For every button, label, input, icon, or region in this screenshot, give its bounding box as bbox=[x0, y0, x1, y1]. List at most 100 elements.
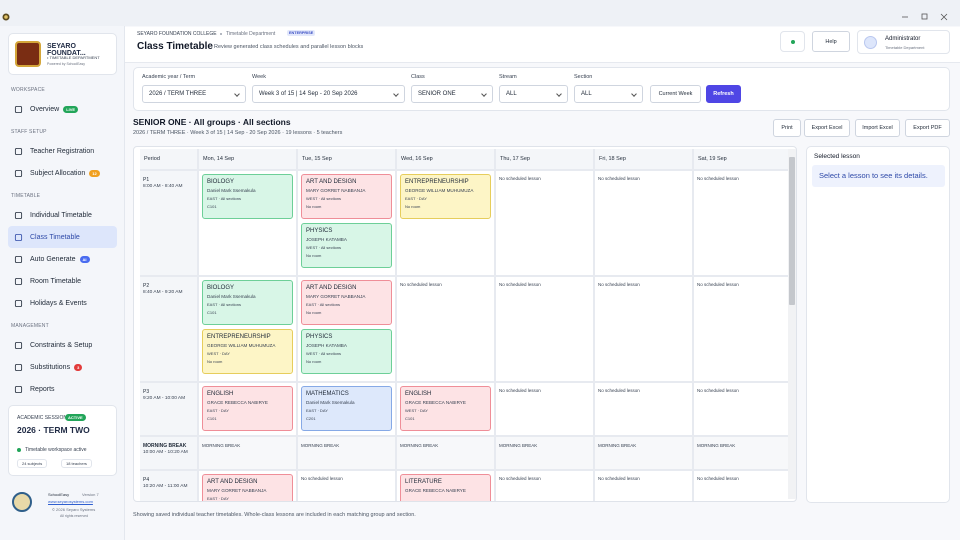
lesson-card[interactable]: BIOLOGY Daniel Mark Ssemakula EAST · All s… bbox=[202, 174, 293, 219]
lesson-card[interactable]: ENTREPRENEURSHIP GEORGE WILLIAM MUHUMUZA E… bbox=[400, 174, 491, 219]
filter-select[interactable]: 2026 / TERM THREE bbox=[142, 85, 246, 103]
day-cell: ART AND DESIGN MARY GORRET NABBANJA WEST ·… bbox=[298, 171, 395, 275]
lesson-card[interactable]: PHYSICS JOSEPH KATAMBA WEST · All sections… bbox=[301, 329, 392, 374]
column-header: Sat, 19 Sep bbox=[694, 149, 791, 169]
breadcrumb-sep bbox=[220, 33, 222, 35]
day-cell: No scheduled lesson bbox=[496, 171, 593, 275]
action-button[interactable]: Import Excel bbox=[855, 119, 900, 137]
nav-item[interactable]: Reports bbox=[8, 378, 117, 400]
nav-item[interactable]: Subject Allocation 12 bbox=[8, 162, 117, 184]
lesson-room: C201 bbox=[306, 416, 316, 421]
page-title: Class Timetable bbox=[137, 41, 213, 52]
break-label: MORNING BREAK bbox=[400, 443, 439, 448]
lesson-group: EAST · DAY bbox=[207, 408, 229, 413]
footer-version: Version 7 bbox=[82, 492, 99, 497]
nav-item[interactable]: Substitutions 3 bbox=[8, 356, 117, 378]
lesson-card[interactable]: BIOLOGY Daniel Mark Ssemakula EAST · All s… bbox=[202, 280, 293, 325]
scrollbar-thumb[interactable] bbox=[789, 157, 795, 305]
period-time: 10:20 AM - 11:00 AM bbox=[143, 484, 188, 489]
filter-button[interactable]: Current Week bbox=[650, 85, 701, 103]
filter-select[interactable]: SENIOR ONE bbox=[411, 85, 493, 103]
filter-label: Academic year / Term bbox=[142, 74, 196, 80]
nav-list: WORKSPACE Overview LIVE STAFF SETUP Teacher … bbox=[0, 78, 125, 400]
period-name: P2 bbox=[143, 283, 150, 289]
lesson-room: No room bbox=[405, 204, 421, 209]
filter-select[interactable]: ALL bbox=[499, 85, 568, 103]
filter-value: SENIOR ONE bbox=[418, 91, 456, 97]
session-subjects: 24 subjects bbox=[17, 459, 48, 468]
empty-label: No scheduled lesson bbox=[697, 176, 739, 181]
nav-item[interactable]: Holidays & Events bbox=[8, 292, 117, 314]
lesson-card[interactable]: ART AND DESIGN MARY GORRET NABBANJA EAST ·… bbox=[301, 280, 392, 325]
footer-url[interactable]: www.seyarosystems.com bbox=[48, 499, 93, 504]
filter-select[interactable]: ALL bbox=[574, 85, 643, 103]
session-term: 2026 · TERM TWO bbox=[17, 425, 90, 435]
nav-item[interactable]: Class Timetable bbox=[8, 226, 117, 248]
nav-label: Overview bbox=[30, 105, 60, 113]
breadcrumb-department: Timetable Department bbox=[226, 31, 276, 37]
lesson-card[interactable]: PHYSICS JOSEPH KATAMBA WEST · All sections… bbox=[301, 223, 392, 268]
filter-label: Section bbox=[574, 74, 593, 80]
nav-label: Class Timetable bbox=[30, 233, 80, 241]
empty-label: No scheduled lesson bbox=[499, 388, 541, 393]
lesson-card[interactable]: ART AND DESIGN MARY GORRET NABBANJA EAST ·… bbox=[202, 474, 293, 501]
nav-label: Auto Generate bbox=[30, 255, 76, 263]
lesson-group: EAST · DAY bbox=[207, 496, 229, 501]
action-button[interactable]: Export Excel bbox=[804, 119, 850, 137]
session-dot bbox=[17, 448, 21, 452]
nav-icon bbox=[14, 341, 23, 349]
main: SEYARO FOUNDATION COLLEGE Timetable Depar… bbox=[125, 26, 960, 540]
nav-item[interactable]: Constraints & Setup bbox=[8, 334, 117, 356]
lesson-card[interactable]: LITERATURE GRACE REBECCA NABIRYE bbox=[400, 474, 491, 501]
lesson-card[interactable]: MATHEMATICS Daniel Mark Ssemakula EAST · D… bbox=[301, 386, 392, 431]
period-name: P1 bbox=[143, 177, 150, 183]
day-cell: No scheduled lesson bbox=[595, 383, 692, 435]
user-menu[interactable]: Administrator Timetable Department bbox=[857, 30, 950, 54]
break-label: MORNING BREAK bbox=[697, 443, 736, 448]
action-button[interactable]: Export PDF bbox=[905, 119, 950, 137]
nav-item[interactable]: Room Timetable bbox=[8, 270, 117, 292]
nav-badge: 3 bbox=[74, 363, 83, 371]
nav-icon bbox=[14, 385, 23, 393]
break-label: MORNING BREAK bbox=[301, 443, 340, 448]
nav-section-title: STAFF SETUP bbox=[11, 129, 47, 135]
filter-value: 2026 / TERM THREE bbox=[149, 91, 207, 97]
empty-label: No scheduled lesson bbox=[697, 476, 739, 481]
action-button[interactable]: Print bbox=[773, 119, 801, 137]
session-teachers: 18 teachers bbox=[61, 459, 92, 468]
nav-item[interactable]: Individual Timetable bbox=[8, 204, 117, 226]
action-label: Export PDF bbox=[913, 125, 942, 131]
filter-select[interactable]: Week 3 of 15 | 14 Sep - 20 Sep 2026 bbox=[252, 85, 405, 103]
details-hint-box: Select a lesson to see its details. bbox=[812, 165, 945, 187]
lesson-card[interactable]: ART AND DESIGN MARY GORRET NABBANJA WEST ·… bbox=[301, 174, 392, 219]
lesson-room: No room bbox=[306, 359, 322, 364]
lesson-card[interactable]: ENGLISH GRACE REBECCA NABIRYE WEST · DAY C1… bbox=[400, 386, 491, 431]
lesson-teacher: GRACE REBECCA NABIRYE bbox=[405, 488, 466, 493]
window-controls[interactable] bbox=[900, 13, 954, 21]
lesson-card[interactable]: ENGLISH GRACE REBECCA NABIRYE EAST · DAY C1… bbox=[202, 386, 293, 431]
nav-item[interactable]: Overview LIVE bbox=[8, 98, 117, 120]
user-name: Administrator bbox=[885, 36, 921, 42]
timetable-grid: Period Mon, 14 Sep Tue, 15 Sep Wed, 16 Sep T… bbox=[133, 146, 797, 502]
help-button[interactable]: Help bbox=[812, 31, 850, 52]
nav-section-title: WORKSPACE bbox=[11, 87, 45, 93]
empty-label: No scheduled lesson bbox=[400, 282, 442, 287]
lesson-teacher: Daniel Mark Ssemakula bbox=[306, 400, 355, 405]
day-cell: No scheduled lesson bbox=[496, 471, 593, 501]
day-cell: No scheduled lesson bbox=[496, 277, 593, 381]
lesson-subject: LITERATURE bbox=[405, 479, 442, 485]
empty-label: No scheduled lesson bbox=[499, 282, 541, 287]
day-cell: No scheduled lesson bbox=[496, 383, 593, 435]
nav-item[interactable]: Teacher Registration bbox=[8, 140, 117, 162]
nav-item[interactable]: Auto Generate AI bbox=[8, 248, 117, 270]
lesson-card[interactable]: ENTREPRENEURSHIP GEORGE WILLIAM MUHUMUZA W… bbox=[202, 329, 293, 374]
lesson-subject: MATHEMATICS bbox=[306, 391, 349, 397]
filter-button[interactable]: Refresh bbox=[706, 85, 741, 103]
details-title: Selected lesson bbox=[814, 153, 860, 160]
period-name: MORNING BREAK bbox=[143, 443, 187, 449]
nav-label: Room Timetable bbox=[30, 277, 81, 285]
day-cell: ENTREPRENEURSHIP GEORGE WILLIAM MUHUMUZA E… bbox=[397, 171, 494, 275]
user-role: Timetable Department bbox=[885, 45, 925, 50]
brand-name: SEYARO FOUNDAT... bbox=[47, 43, 86, 57]
lesson-group: WEST · DAY bbox=[405, 408, 428, 413]
